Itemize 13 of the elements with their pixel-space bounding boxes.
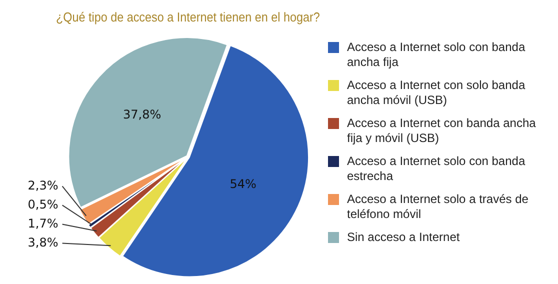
data-label: 0,5% [28, 197, 58, 212]
data-label: 2,3% [28, 178, 58, 192]
chart-title: ¿Qué tipo de acceso a Internet tienen en el hogar? [56, 10, 320, 25]
legend-label: Acceso a Internet solo a través de teléfono móvil [347, 192, 530, 222]
legend-label: Sin acceso a Internet [347, 230, 460, 244]
legend-label: Acceso a Internet solo con banda estrecha [347, 154, 526, 184]
data-label: 54% [230, 177, 256, 192]
data-label: 3,8% [28, 235, 58, 250]
legend-label: Acceso a Internet solo con banda ancha fija [347, 40, 526, 70]
legend-label: Acceso a Internet con solo banda ancha móvil (USB) [347, 78, 526, 108]
legend-label: Acceso a Internet con banda ancha fija y móvil (USB) [347, 116, 537, 146]
data-label: 1,7% [28, 216, 58, 230]
data-label: 37,8% [122, 108, 162, 122]
